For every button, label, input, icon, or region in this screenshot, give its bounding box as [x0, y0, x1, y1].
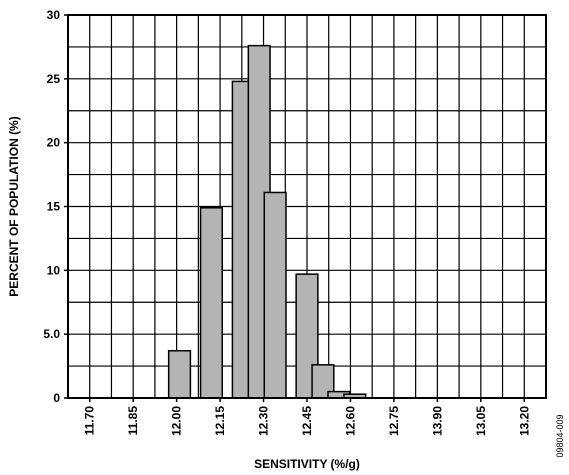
y-tick-label: 5.0 — [43, 327, 60, 341]
y-axis-label: PERCENT OF POPULATION (%) — [7, 116, 21, 296]
x-tick-label: 12.00 — [170, 406, 184, 436]
histogram-bar — [263, 191, 287, 399]
x-axis-ticks: 11.70 11.85 12.00 12.15 12.30 12.45 12.60 12.75… — [83, 398, 531, 436]
figure-id: 09804-009 — [555, 414, 565, 457]
histogram-bar — [199, 207, 224, 399]
y-tick-label: 10 — [47, 263, 61, 277]
y-tick-label: 30 — [47, 8, 61, 22]
grid-lines — [68, 15, 546, 398]
x-tick-label: 13.20 — [517, 406, 531, 436]
x-tick-label: 11.70 — [83, 406, 97, 436]
y-tick-label: 15 — [47, 200, 61, 214]
x-tick-label: 12.75 — [387, 406, 401, 436]
y-axis-ticks: 0 5.0 10 15 20 25 30 — [43, 8, 68, 405]
x-tick-label: 12.45 — [300, 406, 314, 436]
x-tick-label: 12.60 — [343, 406, 357, 436]
x-tick-label: 12.15 — [213, 406, 227, 436]
y-tick-label: 0 — [53, 391, 60, 405]
x-tick-label: 11.85 — [126, 406, 140, 436]
x-tick-label: 13.05 — [474, 406, 488, 436]
x-axis-label: SENSITIVITY (%/g) — [254, 457, 360, 471]
y-tick-label: 20 — [47, 136, 61, 150]
x-tick-label: 13.90 — [430, 406, 444, 436]
y-tick-label: 25 — [47, 72, 61, 86]
x-tick-label: 12.30 — [257, 406, 271, 436]
histogram-bar — [167, 350, 192, 399]
